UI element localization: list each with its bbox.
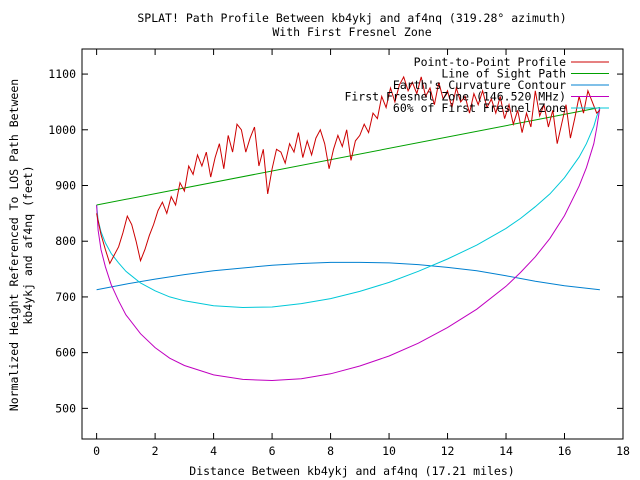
legend-label-first-fresnel-zone-146-520-mhz: First Fresnel Zone (146.520 MHz) [344, 90, 566, 104]
x-tick-label: 2 [152, 444, 159, 458]
legend-label-line-of-sight-path: Line of Sight Path [441, 67, 566, 81]
x-tick-label: 12 [441, 444, 455, 458]
series-line-point-to-point-profile [96, 75, 601, 265]
plot-frame [81, 48, 624, 440]
series-line-60-of-first-fresnel-zone [96, 107, 601, 309]
legend-label-point-to-point-profile: Point-to-Point Profile [414, 55, 566, 69]
legend-label-60-of-first-fresnel-zone: 60% of First Fresnel Zone [393, 101, 566, 115]
legend-label-earth-s-curvature-contour: Earth's Curvature Contour [393, 78, 566, 92]
x-tick-label: 4 [210, 444, 217, 458]
y-tick-label: 700 [55, 290, 76, 304]
chart-title-line1: SPLAT! Path Profile Between kb4ykj and a… [137, 11, 566, 25]
series-lines [96, 75, 601, 382]
y-tick-label: 900 [55, 179, 76, 193]
x-tick-label: 18 [616, 444, 630, 458]
y-tick-label: 800 [55, 234, 76, 248]
x-tick-label: 16 [558, 444, 572, 458]
y-axis-label-line1: Normalized Height Referenced To LOS Path… [7, 79, 21, 411]
x-tick-label: 10 [382, 444, 396, 458]
series-line-earth-s-curvature-contour [96, 261, 600, 291]
x-axis-label: Distance Between kb4ykj and af4nq (17.21… [189, 464, 514, 478]
y-tick-label: 600 [55, 346, 76, 360]
x-tick-label: 14 [499, 444, 513, 458]
y-tick-label: 1000 [48, 123, 76, 137]
series-line-first-fresnel-zone-146-520-mhz [96, 107, 601, 382]
y-axis-label-line2: kb4ykj and af4nq (feet) [21, 165, 35, 324]
y-tick-label: 1100 [48, 67, 76, 81]
chart-title-line2: With First Fresnel Zone [272, 25, 431, 39]
y-axis-label: Normalized Height Referenced To LOS Path… [7, 79, 35, 411]
y-axis-ticks: 500 600 700 800 900 1000 1100 [48, 67, 623, 415]
series-line-line-of-sight-path [96, 107, 600, 206]
x-tick-label: 0 [93, 444, 100, 458]
x-axis-ticks: 0 2 4 6 8 10 12 14 16 18 [93, 49, 630, 458]
x-tick-label: 6 [269, 444, 276, 458]
x-tick-label: 8 [327, 444, 334, 458]
y-tick-label: 500 [55, 401, 76, 415]
